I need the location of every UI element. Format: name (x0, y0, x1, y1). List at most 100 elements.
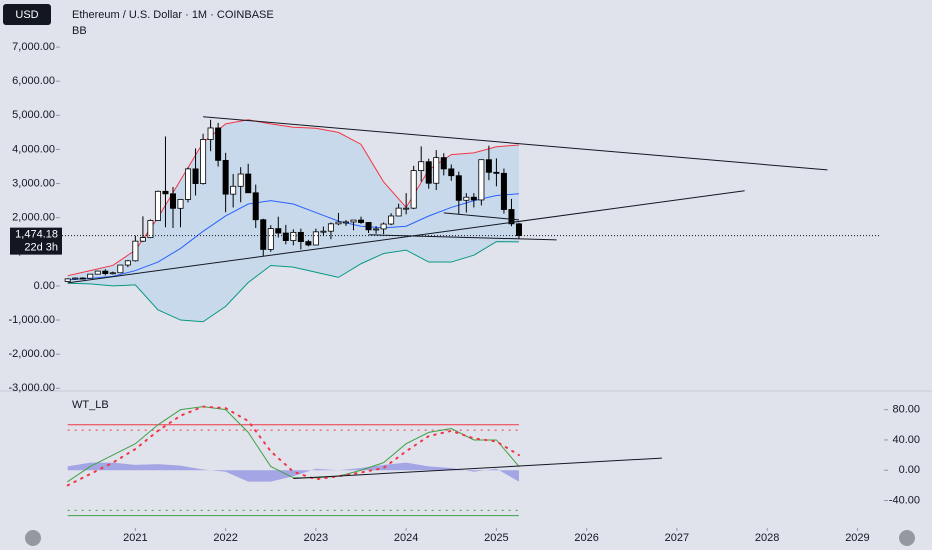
candle-body (395, 207, 402, 217)
candle-body (245, 173, 252, 194)
candle-body (64, 278, 71, 282)
candle-body (440, 157, 447, 170)
candle-body (79, 277, 86, 280)
candle-body (102, 270, 109, 275)
candle-body (177, 199, 184, 209)
candle-body (215, 127, 222, 161)
trend-line (67, 190, 745, 284)
candle-body (327, 223, 334, 232)
candle-body (139, 237, 146, 242)
settings-icon[interactable] (899, 530, 915, 546)
candle-body (260, 219, 267, 250)
candle-body (380, 223, 387, 230)
x-tick-label: 2027 (665, 532, 689, 544)
candle-body (169, 193, 176, 209)
candle-body (448, 168, 455, 177)
x-tick-label: 2023 (304, 532, 328, 544)
candle-body (200, 139, 207, 184)
trend-line (293, 457, 662, 480)
y-tick-label: 80.00 (892, 404, 920, 416)
band-line (67, 193, 520, 281)
candle-body (335, 221, 342, 225)
y-tick-label: 3,000.00 (12, 177, 55, 189)
trend-line (443, 212, 520, 221)
candle-body (72, 277, 79, 280)
candle-body (433, 157, 440, 184)
candle-body (124, 260, 131, 266)
trend-line (203, 116, 828, 171)
candle-body (207, 127, 214, 140)
y-tick-label: 5,000.00 (12, 109, 55, 121)
countdown-label: 22d 3h (24, 242, 58, 254)
x-tick-label: 2028 (755, 532, 779, 544)
indicator-label: BB (72, 25, 87, 37)
candle-body (403, 207, 410, 210)
candle-body (132, 240, 139, 262)
y-tick-label: 4,000.00 (12, 143, 55, 155)
candle-body (305, 241, 312, 246)
candle-body (463, 196, 470, 201)
y-tick-label: -3,000.00 (9, 382, 55, 394)
y-tick-label: -40.00 (889, 494, 920, 506)
candle-body (455, 175, 462, 201)
candle-body (162, 190, 169, 195)
oscillator-title: WT_LB (72, 399, 109, 411)
wt-line (66, 405, 520, 487)
x-tick-label: 2026 (574, 532, 598, 544)
candle-body (425, 161, 432, 184)
candle-body (267, 228, 274, 250)
candle-body (192, 168, 199, 184)
candle-body (358, 219, 365, 223)
candle-body (515, 223, 522, 237)
last-price-label: 1,474.18 (15, 229, 58, 241)
y-tick-label: 7,000.00 (12, 41, 55, 53)
y-tick-label: 2,000.00 (12, 212, 55, 224)
candle-body (290, 231, 297, 241)
y-tick-label: 6,000.00 (12, 75, 55, 87)
last-price-box (10, 227, 62, 255)
candle-body (388, 215, 395, 225)
x-tick-label: 2022 (213, 532, 237, 544)
candle-body (418, 161, 425, 172)
settings-icon[interactable] (25, 530, 41, 546)
candle-body (342, 221, 349, 224)
candle-body (373, 228, 380, 231)
band-line (67, 241, 519, 323)
candle-body (297, 231, 304, 242)
candle-body (94, 270, 101, 275)
candle-body (252, 192, 259, 221)
candle-body (410, 170, 417, 209)
currency-label[interactable]: USD (15, 9, 38, 21)
candle-body (478, 159, 485, 201)
x-tick-label: 2024 (394, 532, 418, 544)
candle-body (87, 273, 94, 279)
candle-body (185, 168, 192, 200)
candle-body (320, 230, 327, 233)
candle-body (508, 209, 515, 225)
y-tick-label: 0.00 (34, 280, 55, 292)
chart-title: Ethereum / U.S. Dollar · 1M · COINBASE (72, 9, 274, 21)
candle-body (237, 173, 244, 187)
wt-line (67, 406, 520, 483)
candle-body (282, 232, 289, 241)
y-tick-label: -1,000.00 (9, 314, 55, 326)
y-tick-label: -2,000.00 (9, 348, 55, 360)
currency-button[interactable] (3, 4, 51, 25)
y-tick-label: 40.00 (892, 434, 920, 446)
candle-body (493, 171, 500, 174)
candle-body (222, 159, 229, 195)
candle-body (365, 222, 372, 231)
candle-body (117, 264, 124, 274)
candle-body (154, 190, 161, 221)
candle-body (485, 159, 492, 173)
candle-body (500, 172, 507, 210)
wt-area (67, 462, 519, 482)
candle-body (147, 220, 154, 238)
candle-body (350, 219, 357, 223)
x-tick-label: 2029 (845, 532, 869, 544)
candle-body (230, 185, 237, 195)
x-tick-label: 2025 (484, 532, 508, 544)
candle-body (109, 272, 116, 275)
trend-line (368, 234, 557, 241)
